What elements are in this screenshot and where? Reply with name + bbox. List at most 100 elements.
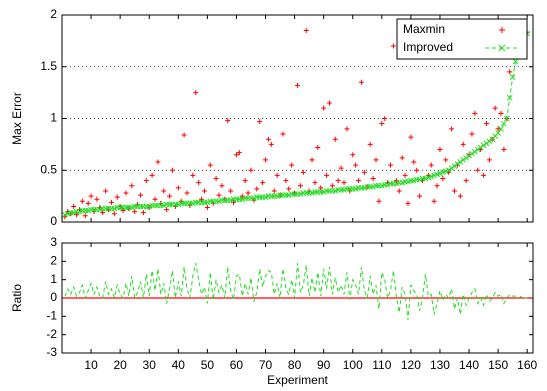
marker <box>469 131 475 137</box>
marker <box>239 193 245 199</box>
marker <box>184 190 190 196</box>
series-line <box>64 33 528 216</box>
marker <box>358 79 364 85</box>
marker <box>405 200 411 206</box>
marker <box>213 176 219 182</box>
marker <box>431 198 437 204</box>
marker <box>326 100 332 106</box>
marker <box>344 126 350 132</box>
marker <box>268 141 274 147</box>
marker <box>356 178 362 184</box>
marker <box>242 178 248 184</box>
x-tick-label: 50 <box>201 358 215 372</box>
marker <box>111 211 117 217</box>
y-tick-label: 1 <box>50 111 57 125</box>
marker <box>303 28 309 34</box>
marker <box>204 205 210 211</box>
series-line <box>64 263 528 321</box>
marker <box>486 157 492 163</box>
marker <box>289 162 295 168</box>
marker <box>495 126 501 132</box>
marker <box>475 167 481 173</box>
y-axis-label: Ratio <box>10 284 24 312</box>
marker <box>411 159 417 165</box>
marker <box>120 208 126 214</box>
marker <box>129 183 135 189</box>
y-tick-label: 2 <box>50 7 57 21</box>
marker <box>483 140 490 147</box>
marker <box>71 203 77 209</box>
marker <box>457 193 463 199</box>
marker <box>263 157 269 163</box>
marker <box>373 157 379 163</box>
x-tick-label: 30 <box>143 358 157 372</box>
marker <box>495 130 501 136</box>
marker <box>324 172 330 178</box>
marker <box>82 213 88 219</box>
marker <box>480 142 487 149</box>
marker <box>454 161 461 167</box>
x-tick-label: 110 <box>372 358 391 372</box>
marker <box>481 172 487 178</box>
marker <box>219 183 225 189</box>
axes-frame <box>61 242 534 354</box>
marker <box>199 196 205 202</box>
marker <box>402 172 408 178</box>
marker <box>393 178 399 184</box>
axes-frame <box>61 14 534 223</box>
marker <box>509 74 516 80</box>
marker <box>88 193 94 199</box>
marker <box>440 176 446 182</box>
x-tick-label: 20 <box>113 358 127 372</box>
legend-marker <box>498 44 506 52</box>
marker <box>216 192 222 198</box>
marker <box>460 141 466 147</box>
marker <box>376 198 382 204</box>
x-tick-label: 140 <box>459 358 479 372</box>
marker <box>353 162 359 168</box>
marker <box>207 162 213 168</box>
marker <box>501 147 507 153</box>
x-tick-label: 70 <box>259 358 273 372</box>
marker <box>321 105 327 111</box>
marker <box>341 180 347 186</box>
marker <box>315 144 321 150</box>
marker <box>143 178 149 184</box>
marker <box>451 163 458 169</box>
marker <box>265 136 271 142</box>
marker <box>193 90 199 96</box>
marker <box>332 136 338 142</box>
y-axis-label: Max Error <box>10 92 24 145</box>
marker <box>477 144 484 151</box>
marker <box>167 193 173 199</box>
x-tick-label: 40 <box>172 358 186 372</box>
marker <box>74 212 80 218</box>
marker <box>396 188 402 194</box>
marker <box>452 188 457 194</box>
legend-label: Improved <box>403 40 453 54</box>
marker <box>503 115 510 122</box>
marker <box>155 159 161 165</box>
marker <box>312 180 318 186</box>
marker <box>123 190 129 196</box>
marker <box>428 162 434 168</box>
plot-area <box>62 28 531 220</box>
x-tick-label: 130 <box>430 358 450 372</box>
marker <box>492 105 498 111</box>
marker <box>149 172 155 178</box>
marker <box>108 199 114 205</box>
y-tick-label: 2 <box>50 254 57 268</box>
marker <box>443 157 449 163</box>
x-tick-label: 90 <box>317 358 331 372</box>
marker <box>486 138 493 145</box>
y-tick-label: 0.5 <box>40 162 57 176</box>
marker <box>94 196 100 202</box>
marker <box>181 132 187 138</box>
marker <box>350 152 356 158</box>
x-tick-label: 60 <box>230 358 244 372</box>
marker <box>297 183 303 189</box>
legend <box>396 18 528 60</box>
x-tick-label: 80 <box>288 358 302 372</box>
